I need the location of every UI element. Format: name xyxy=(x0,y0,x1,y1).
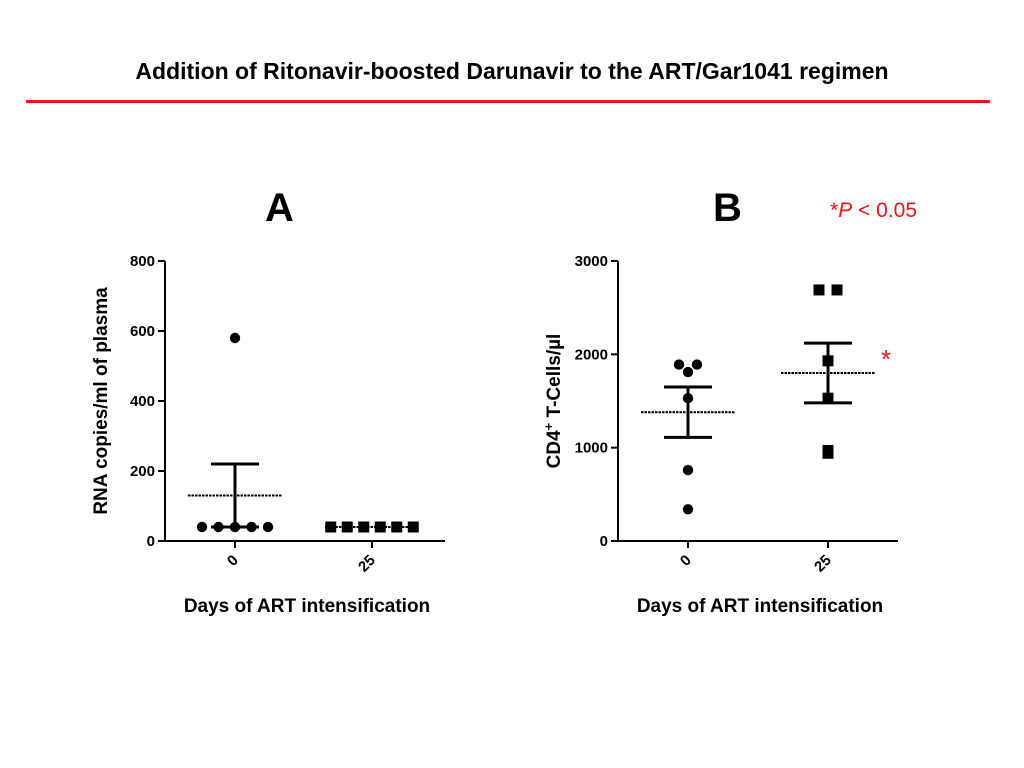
panel-a-x-axis-title: Days of ART intensification xyxy=(184,596,430,617)
panel-a-y-tick-label: 400 xyxy=(130,393,155,410)
panel-a-day-0-point xyxy=(196,521,208,533)
panel-b-day-0-point xyxy=(682,504,694,515)
panel-b-y-tick-label: 3000 xyxy=(575,253,608,270)
slide-title: Addition of Ritonavir-boosted Darunavir … xyxy=(135,58,889,84)
panel-b-day-0-point xyxy=(673,359,685,370)
significance-note-threshold: < 0.05 xyxy=(858,199,918,222)
significance-note-star: * xyxy=(830,199,839,222)
panel-b-x-tick-label: 0 xyxy=(677,552,695,570)
panel-b-letter: B xyxy=(713,186,742,230)
panel-b-day-25-point xyxy=(813,284,825,296)
panel-b-day-25-point xyxy=(831,284,843,296)
panel-a-letter: A xyxy=(265,186,294,230)
panel-a-x-tick-label: 0 xyxy=(224,552,242,570)
panel-a-y-tick-label: 200 xyxy=(130,463,155,480)
panel-b-y-axis-title-rest: T-Cells/µl xyxy=(544,334,565,423)
panel-b-y-axis-title-main: CD4 xyxy=(544,430,565,468)
panel-b-day-25-significance-star: * xyxy=(881,344,891,374)
panel-b-day-0-point xyxy=(691,359,703,370)
panel-b-day-0-point xyxy=(682,464,694,476)
panel-a-day-0-point xyxy=(229,332,241,344)
panel-b-y-tick-label: 1000 xyxy=(575,440,608,457)
panel-b-y-tick-label: 0 xyxy=(600,533,608,550)
panel-a-y-tick-label: 0 xyxy=(147,533,155,550)
panel-b-y-axis-title-sup: + xyxy=(541,422,556,430)
panel-b-plot: 0 1000 2000 3000 0 25 Days of ART intensificat… xyxy=(541,253,898,617)
panel-b-x-axis-title: Days of ART intensification xyxy=(637,596,883,617)
significance-note-p: P xyxy=(838,199,853,222)
panel-a-y-tick-label: 600 xyxy=(130,323,155,340)
significance-note: *P < 0.05 xyxy=(830,199,917,223)
panel-a-x-tick-label: 25 xyxy=(355,552,379,576)
panel-a-y-axis-title: RNA copies/ml of plasma xyxy=(91,287,112,515)
panel-b-y-axis-title: CD4+ T-Cells/µl xyxy=(541,334,565,469)
title-rule xyxy=(26,100,990,103)
panel-b-y-tick-label: 2000 xyxy=(575,346,608,363)
panel-a-plot: 0 200 400 600 800 0 25 Days of ART intensificat… xyxy=(91,253,445,617)
panel-b-day-25-point xyxy=(822,444,834,456)
panel-b-day-0-point xyxy=(682,366,694,378)
panel-a-y-tick-label: 800 xyxy=(130,253,155,270)
panel-a-day-0-point xyxy=(262,521,274,533)
panel-b-x-tick-label: 25 xyxy=(811,552,835,576)
panel-a-day-25-point xyxy=(374,521,386,533)
